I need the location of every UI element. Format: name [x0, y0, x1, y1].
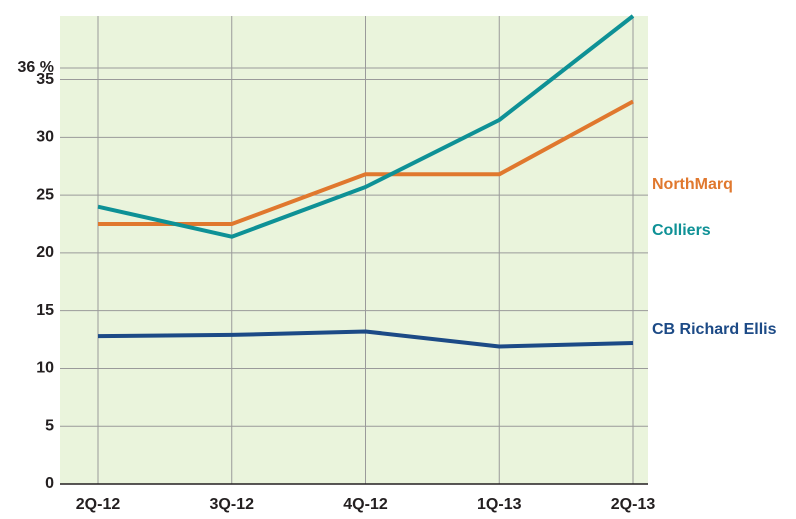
y-tick-label: 35	[36, 71, 54, 88]
y-tick-label: 20	[36, 244, 54, 261]
x-tick-label: 4Q-12	[343, 496, 388, 513]
plot-area	[60, 16, 648, 484]
x-tick-label: 2Q-12	[76, 496, 121, 513]
legend-label: CB Richard Ellis	[652, 321, 777, 338]
series-line	[97, 329, 634, 349]
x-tick-label: 1Q-13	[477, 496, 522, 513]
y-tick-label: 36 %	[18, 59, 54, 76]
y-tick-label: 30	[36, 129, 54, 146]
legend-label: Colliers	[652, 222, 711, 239]
x-tick-label: 3Q-12	[210, 496, 255, 513]
y-tick-label: 5	[45, 417, 54, 434]
series-line	[98, 99, 634, 226]
y-tick-label: 25	[36, 186, 54, 203]
legend-label: NorthMarq	[652, 176, 733, 193]
y-tick-label: 0	[45, 475, 54, 492]
y-tick-label: 15	[36, 302, 54, 319]
y-tick-label: 10	[36, 360, 54, 377]
x-tick-label: 2Q-13	[611, 496, 656, 513]
series-line	[97, 14, 635, 239]
